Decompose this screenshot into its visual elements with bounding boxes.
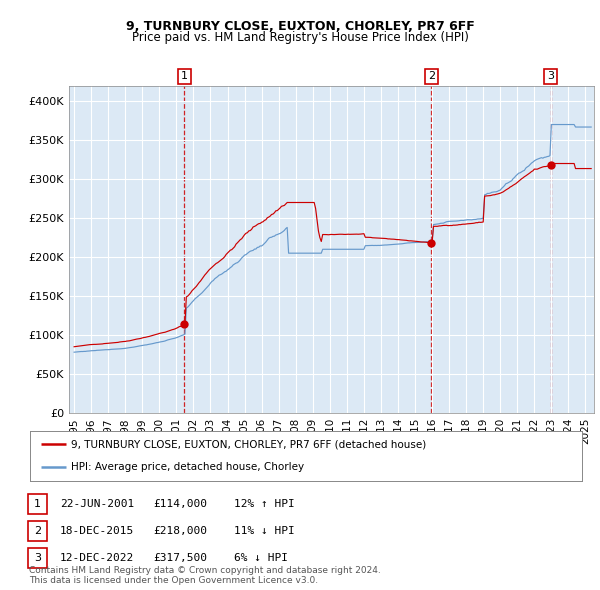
Text: Price paid vs. HM Land Registry's House Price Index (HPI): Price paid vs. HM Land Registry's House … — [131, 31, 469, 44]
Text: £218,000: £218,000 — [153, 526, 207, 536]
Text: 18-DEC-2015: 18-DEC-2015 — [60, 526, 134, 536]
Text: 12-DEC-2022: 12-DEC-2022 — [60, 553, 134, 562]
Text: 3: 3 — [547, 71, 554, 81]
Text: 9, TURNBURY CLOSE, EUXTON, CHORLEY, PR7 6FF: 9, TURNBURY CLOSE, EUXTON, CHORLEY, PR7 … — [125, 20, 475, 33]
Text: 11% ↓ HPI: 11% ↓ HPI — [234, 526, 295, 536]
Text: 2: 2 — [34, 526, 41, 536]
Text: 22-JUN-2001: 22-JUN-2001 — [60, 500, 134, 509]
Text: 12% ↑ HPI: 12% ↑ HPI — [234, 500, 295, 509]
Text: HPI: Average price, detached house, Chorley: HPI: Average price, detached house, Chor… — [71, 463, 305, 473]
Text: £317,500: £317,500 — [153, 553, 207, 562]
Text: 1: 1 — [34, 500, 41, 509]
Text: 3: 3 — [34, 553, 41, 562]
Text: £114,000: £114,000 — [153, 500, 207, 509]
Text: 1: 1 — [181, 71, 188, 81]
Text: 6% ↓ HPI: 6% ↓ HPI — [234, 553, 288, 562]
Text: 9, TURNBURY CLOSE, EUXTON, CHORLEY, PR7 6FF (detached house): 9, TURNBURY CLOSE, EUXTON, CHORLEY, PR7 … — [71, 439, 427, 449]
Text: 2: 2 — [428, 71, 435, 81]
Text: Contains HM Land Registry data © Crown copyright and database right 2024.
This d: Contains HM Land Registry data © Crown c… — [29, 566, 380, 585]
